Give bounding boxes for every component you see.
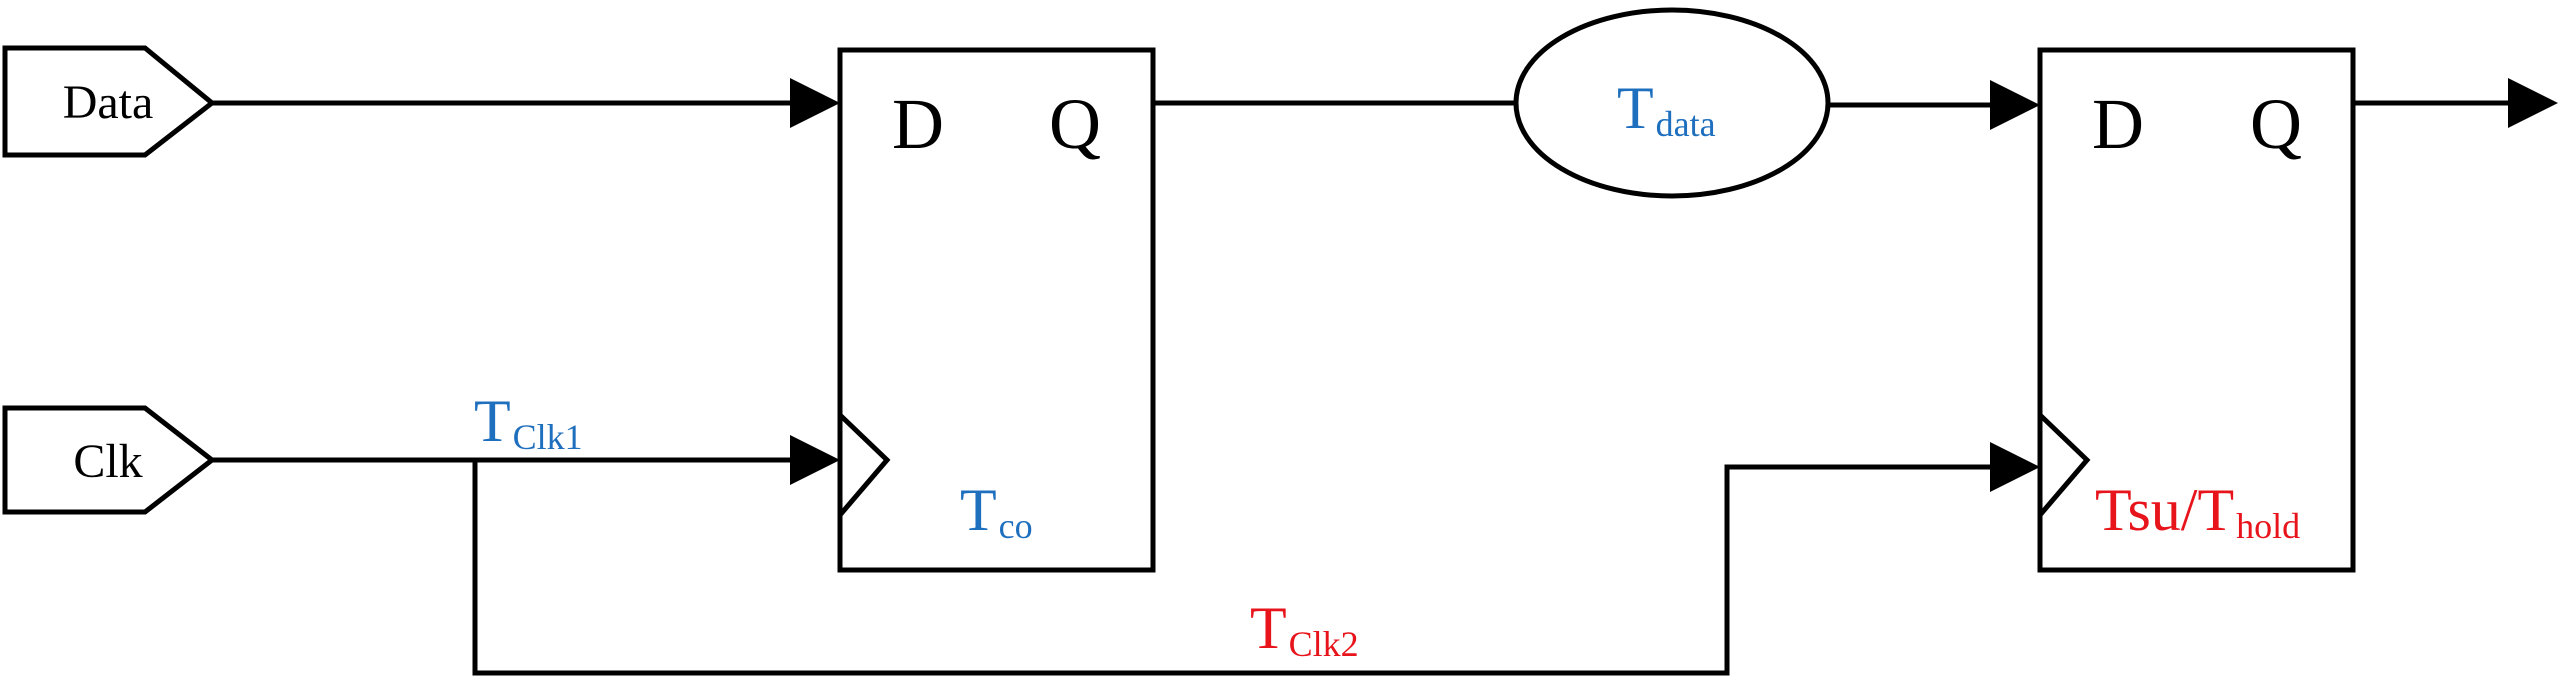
ff1-q-pin: Q xyxy=(1049,84,1101,164)
ff2-q-pin: Q xyxy=(2250,84,2302,164)
ff2-output-arrowhead xyxy=(2508,78,2558,128)
tdata-label: Tdata xyxy=(1617,75,1716,144)
ff2-clock-triangle xyxy=(2038,413,2091,517)
tclk1-sub: Clk1 xyxy=(513,417,583,457)
tdata-main: T xyxy=(1617,75,1654,141)
ff2-output-wire xyxy=(2353,78,2558,128)
flip-flop-2: D Q xyxy=(2037,47,2356,573)
data-port-label: Data xyxy=(63,76,154,129)
tclk2-main: T xyxy=(1250,595,1287,661)
data-wire-arrowhead xyxy=(790,78,840,128)
clk2-wire-arrowhead xyxy=(1990,442,2040,492)
data-port-shape xyxy=(2,45,217,158)
tclk1-main: T xyxy=(474,388,511,454)
tclk1-label: TClk1 xyxy=(474,388,583,457)
tsu-thold-sub: hold xyxy=(2236,506,2300,546)
tclk2-sub: Clk2 xyxy=(1289,624,1359,664)
clk-input-port: Clk xyxy=(2,405,217,515)
ff2-body xyxy=(2037,47,2356,573)
tclk2-label: TClk2 xyxy=(1250,595,1359,664)
tdata-ellipse xyxy=(1513,7,1831,199)
data-delay-ellipse xyxy=(1513,7,1831,199)
tsu-thold-label: Tsu/Thold xyxy=(2095,477,2300,546)
clk-port-label: Clk xyxy=(73,435,142,488)
clk1-wire xyxy=(212,435,840,485)
tco-sub: co xyxy=(999,506,1033,546)
tdata-to-ff2-wire xyxy=(1828,80,2040,130)
tdata-to-ff2-arrowhead xyxy=(1990,80,2040,130)
ff1-d-pin: D xyxy=(892,84,944,164)
ff2-d-pin: D xyxy=(2092,84,2144,164)
ff1-clock-triangle xyxy=(838,413,891,517)
clk1-wire-arrowhead xyxy=(790,435,840,485)
data-wire xyxy=(212,78,840,128)
clk-port-shape xyxy=(2,405,217,515)
tco-main: T xyxy=(960,477,997,543)
tdata-sub: data xyxy=(1656,104,1716,144)
flip-flop-1: D Q xyxy=(837,47,1156,573)
data-input-port: Data xyxy=(2,45,217,158)
tsu-thold-main: Tsu/T xyxy=(2095,477,2234,543)
clk2-wire-line xyxy=(472,460,2000,676)
tco-label: Tco xyxy=(960,477,1033,546)
ff1-body xyxy=(837,47,1156,573)
clk2-wire xyxy=(472,442,2040,676)
